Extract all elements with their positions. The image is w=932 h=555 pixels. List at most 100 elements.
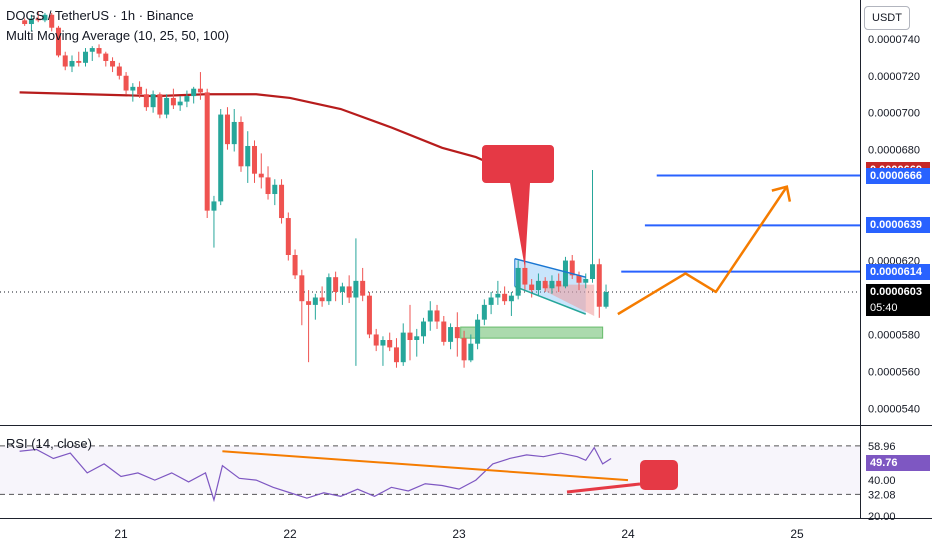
price-tick-label: 0.0000740 (868, 34, 920, 46)
rsi-trendline (222, 450, 629, 482)
candle-body (407, 332, 413, 340)
candle-body (130, 86, 136, 91)
time-tick-label: 25 (790, 527, 804, 541)
candle-body (96, 48, 102, 54)
candle-body (488, 297, 494, 305)
candle-body (326, 277, 332, 302)
candle-body (515, 267, 521, 296)
candle-body (299, 275, 305, 302)
time-tick-label: 21 (114, 527, 128, 541)
candle-body (421, 321, 427, 337)
candle-body (279, 184, 285, 219)
candle-body (556, 280, 562, 287)
channel-upper-line (514, 257, 586, 278)
candle-body (238, 121, 244, 167)
candle-body (495, 293, 501, 298)
candle-body (103, 53, 109, 61)
candle-body (231, 121, 237, 145)
candle-body (252, 145, 258, 174)
candle-body (576, 275, 582, 283)
candle-body (508, 295, 514, 302)
rsi-tick-label: 20.00 (868, 511, 896, 523)
candle-body (562, 260, 568, 287)
candle-body (258, 173, 264, 178)
candle-body (204, 92, 210, 211)
candle-body (522, 267, 528, 285)
candle-body (83, 51, 89, 63)
candle-body (42, 14, 48, 21)
candle-body (387, 340, 393, 348)
candle-body (448, 327, 454, 342)
candle-body (535, 280, 541, 291)
rsi-tick-label: 40.00 (868, 475, 896, 487)
candle-body (164, 97, 170, 115)
candle-body (218, 114, 224, 202)
candle-body (306, 301, 312, 305)
time-tick-label: 24 (621, 527, 635, 541)
candle-body (603, 291, 609, 307)
candle-body (549, 280, 555, 289)
rsi-line (19, 446, 612, 503)
rsi-flag-callout (640, 460, 678, 490)
candle-body (285, 218, 291, 255)
rsi-tick-label: 58.96 (868, 441, 896, 453)
rsi-value-badge: 49.76 (866, 454, 930, 471)
candle-body (157, 94, 163, 115)
price-label-badge: 0.0000639 (866, 217, 930, 234)
price-tick-label: 0.0000560 (868, 366, 920, 378)
candle-body (211, 201, 217, 211)
support-area-zone (460, 326, 604, 339)
candle-body (502, 293, 508, 302)
candle-body (35, 18, 41, 21)
time-tick-label: 23 (452, 527, 466, 541)
candle-body (454, 327, 460, 339)
projection-path (617, 185, 788, 316)
candle-body (366, 295, 372, 335)
candle-body (373, 334, 379, 346)
candle-body (427, 310, 433, 322)
candle-body (434, 310, 440, 322)
candle-body (596, 264, 602, 307)
rsi-band (0, 445, 860, 495)
candle-body (110, 60, 116, 67)
candle-body (461, 338, 467, 361)
candle-body (333, 277, 339, 292)
indicator-label: Multi Moving Average (10, 25, 50, 100) (6, 28, 230, 43)
candle-body (28, 18, 34, 25)
descending-channel-shade (543, 284, 595, 316)
rsi-indicator-label: RSI (14, close) (6, 436, 92, 451)
candle-body (475, 319, 481, 344)
candle-body (150, 94, 156, 108)
candle-body (569, 260, 575, 276)
candle-body (22, 20, 28, 25)
candle-body (481, 304, 487, 320)
candle-body (542, 280, 548, 289)
candle-body (353, 280, 359, 298)
candle-body (191, 88, 197, 97)
candle-body (245, 145, 251, 167)
candle-body (414, 336, 420, 340)
price-tick-label: 0.0000680 (868, 145, 920, 157)
candle-body (441, 321, 447, 342)
price-label-badge: 0.0000614 (866, 263, 930, 280)
candle-body (184, 96, 190, 102)
candle-body (137, 86, 143, 95)
candle-body (123, 75, 129, 91)
candle-body (49, 14, 55, 28)
currency-button[interactable]: USDT (864, 6, 910, 30)
countdown-badge: 05:40 (866, 299, 930, 316)
candle-body (69, 60, 75, 67)
candle-body (143, 94, 149, 108)
candle-body (55, 27, 61, 56)
candle-body (346, 286, 352, 298)
moving-average-line (19, 91, 494, 166)
candle-body (272, 184, 278, 195)
price-tick-label: 0.0000720 (868, 71, 920, 83)
candle-body (583, 279, 589, 283)
chart-title: DOGS / TetherUS · 1h · Binance (6, 8, 194, 23)
candle-body (116, 66, 122, 76)
price-label-badge: 0.0000666 (866, 167, 930, 184)
time-tick-label: 22 (283, 527, 297, 541)
